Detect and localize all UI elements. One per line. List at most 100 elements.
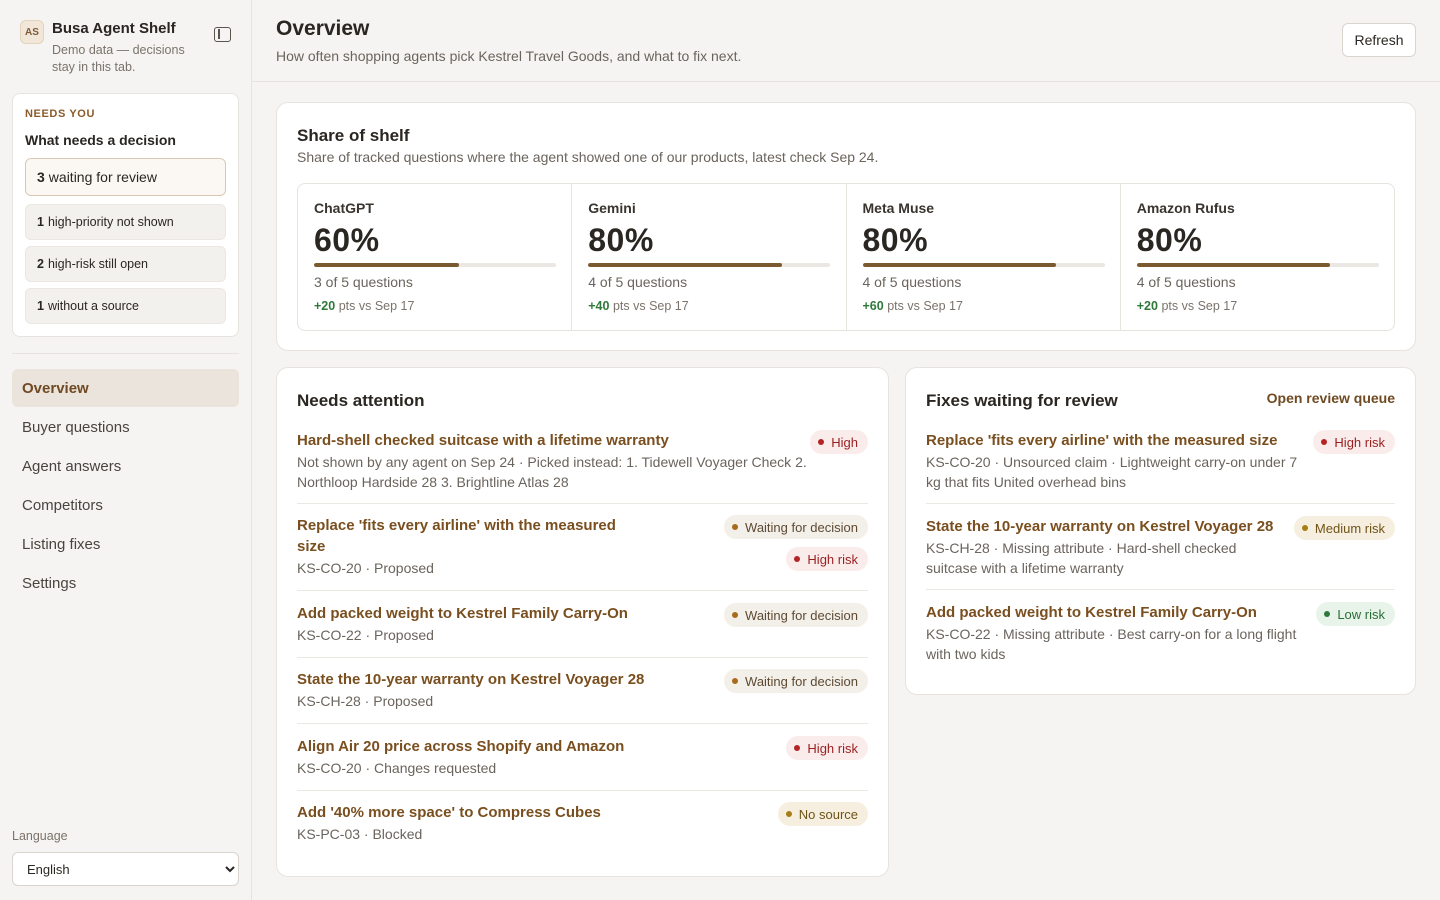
risk-badge: Medium risk	[1293, 516, 1395, 540]
agent-question-count: 3 of 5 questions	[314, 274, 413, 290]
attention-row: State the 10-year warranty on Kestrel Vo…	[297, 669, 868, 724]
nav-item-overview[interactable]: Overview	[12, 369, 239, 407]
fix-row-title[interactable]: State the 10-year warranty on Kestrel Vo…	[926, 518, 1274, 535]
badge-label: High risk	[807, 551, 858, 567]
needs-attention-card: Needs attention Hard-shell checked suitc…	[276, 367, 889, 877]
agent-share-bar	[314, 263, 556, 267]
agent-delta-value: +60	[862, 299, 884, 313]
share-cell-chatgpt: ChatGPT 60% 3 of 5 questions +20 pts vs …	[298, 184, 573, 330]
risk-badge: High risk	[1313, 430, 1395, 454]
page-subtitle: How often shopping agents pick Kestrel T…	[276, 48, 742, 64]
needs-item-high-risk-open[interactable]: 2 high-risk still open	[25, 246, 226, 282]
fix-row-meta: KS-CH-28 · Missing attribute · Hard-shel…	[926, 540, 1237, 576]
agent-delta-value: +20	[314, 299, 336, 313]
agent-share-pct: 60%	[314, 222, 380, 258]
language-label: Language	[12, 829, 68, 843]
attention-row-meta: KS-PC-03 · Blocked	[297, 826, 423, 842]
agent-delta: +20 pts vs Sep 17	[314, 299, 414, 313]
agent-share-pct: 80%	[862, 222, 929, 258]
status-dot-icon	[1324, 611, 1331, 617]
status-dot-icon	[732, 612, 739, 618]
main-nav: Overview Buyer questions Agent answers C…	[12, 369, 239, 603]
page-title: Overview	[276, 17, 370, 40]
brand-avatar: AS	[20, 20, 44, 44]
agent-share-bar	[588, 263, 831, 267]
status-dot-icon	[1301, 525, 1308, 531]
agent-share-pct: 80%	[1136, 222, 1203, 258]
attention-row-title[interactable]: Add '40% more space' to Compress Cubes	[297, 804, 601, 821]
sidebar-divider	[12, 353, 239, 354]
fix-row-title[interactable]: Replace 'fits every airline' with the me…	[926, 432, 1278, 449]
sidebar-toggle-icon[interactable]	[214, 27, 231, 42]
badge-label: High risk	[1334, 434, 1385, 450]
fix-row-title[interactable]: Add packed weight to Kestrel Family Carr…	[926, 604, 1257, 621]
agent-share-bar-fill	[862, 263, 1057, 267]
agent-delta-suffix: pts vs Sep 17	[338, 299, 415, 313]
needs-you-card: NEEDS YOU What needs a decision 3 waitin…	[12, 93, 239, 337]
refresh-button[interactable]: Refresh	[1342, 23, 1416, 57]
agent-name: Meta Muse	[862, 200, 935, 216]
fix-row-meta: KS-CO-22 · Missing attribute · Best carr…	[926, 626, 1297, 662]
badge-label: Medium risk	[1314, 520, 1385, 536]
agent-name: ChatGPT	[314, 200, 374, 216]
brand-subtitle: Demo data — decisions stay in this tab.	[52, 43, 185, 74]
status-badge: Waiting for decision	[724, 515, 868, 539]
attention-row-title[interactable]: Hard-shell checked suitcase with a lifet…	[297, 432, 669, 449]
attention-row-title[interactable]: Add packed weight to Kestrel Family Carr…	[297, 605, 628, 622]
status-dot-icon	[785, 811, 792, 817]
status-dot-icon	[818, 439, 825, 445]
needs-eyebrow: NEEDS YOU	[25, 108, 95, 120]
attention-row: Add packed weight to Kestrel Family Carr…	[297, 603, 868, 658]
attention-row-title[interactable]: Replace 'fits every airline' with the me…	[297, 517, 616, 555]
risk-badge: Low risk	[1316, 602, 1395, 626]
needs-item-count: 2	[37, 257, 44, 271]
attention-row-meta: KS-CO-20 · Changes requested	[297, 760, 497, 776]
status-badge: High	[810, 430, 868, 454]
agent-share-bar-fill	[588, 263, 782, 267]
nav-item-settings[interactable]: Settings	[22, 574, 77, 592]
status-badge: Waiting for decision	[724, 603, 868, 627]
needs-item-label: waiting for review	[48, 169, 157, 185]
attention-row: Add '40% more space' to Compress Cubes K…	[297, 802, 868, 852]
fixes-waiting-card: Fixes waiting for review Open review que…	[905, 367, 1416, 695]
attention-row: Align Air 20 price across Shopify and Am…	[297, 736, 868, 791]
agent-share-pct: 80%	[588, 222, 654, 258]
page-header: Overview How often shopping agents pick …	[252, 0, 1440, 82]
status-dot-icon	[1321, 439, 1328, 445]
needs-item-without-source[interactable]: 1 without a source	[25, 288, 226, 324]
badge-label: Low risk	[1337, 606, 1385, 622]
agent-delta-value: +40	[588, 299, 610, 313]
needs-item-label: without a source	[47, 299, 139, 313]
brand-name: Busa Agent Shelf	[52, 20, 176, 37]
attention-title: Needs attention	[297, 391, 425, 410]
attention-row-meta: KS-CO-22 · Proposed	[297, 627, 434, 643]
nav-item-agent-answers[interactable]: Agent answers	[22, 457, 122, 475]
needs-item-waiting-review[interactable]: 3 waiting for review	[25, 158, 226, 196]
nav-item-buyer-questions[interactable]: Buyer questions	[22, 418, 130, 436]
status-dot-icon	[732, 678, 739, 684]
needs-item-count: 1	[37, 299, 44, 313]
attention-row-title[interactable]: State the 10-year warranty on Kestrel Vo…	[297, 671, 645, 688]
status-dot-icon	[732, 524, 739, 530]
fix-row: State the 10-year warranty on Kestrel Vo…	[926, 516, 1395, 590]
attention-row: Replace 'fits every airline' with the me…	[297, 515, 868, 591]
nav-item-listing-fixes[interactable]: Listing fixes	[22, 535, 101, 553]
language-select[interactable]: English	[12, 852, 239, 886]
open-review-queue-link[interactable]: Open review queue	[1266, 390, 1395, 406]
agent-delta: +40 pts vs Sep 17	[588, 299, 688, 313]
agent-delta: +60 pts vs Sep 17	[863, 299, 963, 313]
agent-share-bar-fill	[1136, 263, 1331, 267]
needs-item-high-priority-not-shown[interactable]: 1 high-priority not shown	[25, 204, 226, 240]
share-cell-gemini: Gemini 80% 4 of 5 questions +40 pts vs S…	[572, 184, 847, 330]
attention-row-title[interactable]: Align Air 20 price across Shopify and Am…	[297, 738, 625, 755]
badge-label: Waiting for decision	[745, 673, 858, 689]
agent-question-count: 4 of 5 questions	[1136, 274, 1236, 290]
fix-row: Add packed weight to Kestrel Family Carr…	[926, 602, 1395, 672]
nav-item-competitors[interactable]: Competitors	[22, 496, 103, 514]
agent-question-count: 4 of 5 questions	[588, 274, 688, 290]
agent-delta-suffix: pts vs Sep 17	[612, 299, 689, 313]
fixes-title: Fixes waiting for review	[926, 391, 1118, 410]
attention-row-meta: Not shown by any agent on Sep 24 · Picke…	[297, 454, 807, 490]
agent-delta-suffix: pts vs Sep 17	[887, 299, 963, 313]
needs-item-count: 3	[37, 169, 45, 185]
